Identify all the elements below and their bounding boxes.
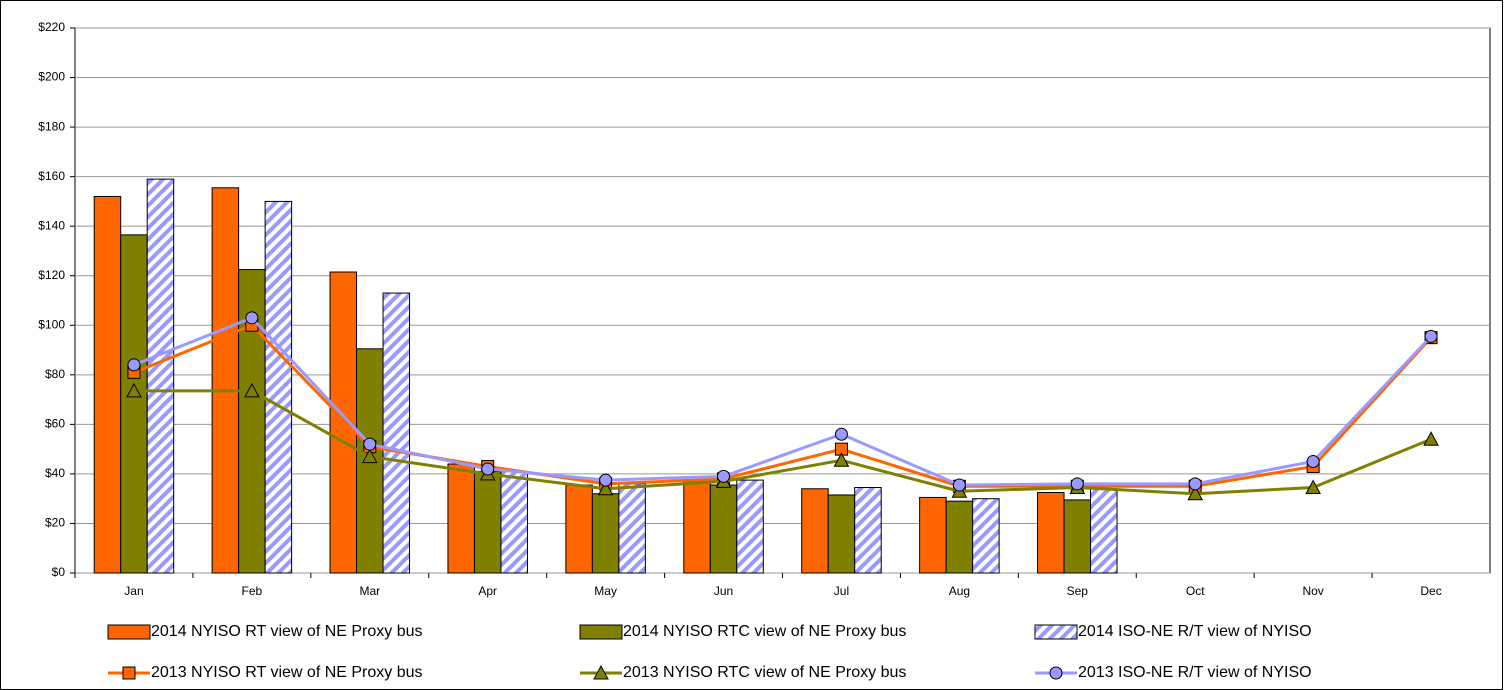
plot-area (74, 27, 1491, 574)
x-tick-label: Mar (359, 584, 380, 598)
bar (382, 292, 411, 574)
legend-label: 2014 NYISO RT view of NE Proxy bus (151, 623, 423, 640)
x-tick-label: Aug (949, 584, 970, 598)
legend-label: 2014 NYISO RTC view of NE Proxy bus (623, 623, 906, 640)
line (133, 323, 1433, 488)
line-marker (717, 469, 731, 483)
line-marker (245, 311, 259, 325)
line-marker (833, 452, 850, 467)
bar (683, 480, 711, 574)
bar (945, 500, 974, 574)
y-tick-label: $100 (38, 317, 65, 331)
line-marker (599, 473, 613, 487)
bar (264, 200, 293, 574)
x-tick-label: Feb (242, 584, 263, 598)
legend-marker (593, 664, 609, 680)
legend-label: 2013 NYISO RTC view of NE Proxy bus (623, 664, 906, 681)
line-marker (126, 382, 142, 398)
line-marker (361, 448, 378, 464)
y-tick-label: $160 (38, 169, 65, 183)
line-marker (1070, 477, 1084, 491)
y-tick-label: $40 (45, 466, 65, 480)
bar (565, 484, 593, 574)
line-marker (834, 427, 848, 441)
y-tick-label: $60 (45, 417, 65, 431)
legend-swatch (1034, 624, 1078, 640)
legend-swatch (579, 624, 623, 640)
bar (146, 178, 175, 574)
legend-label: 2014 ISO-NE R/T view of NYISO (1078, 623, 1312, 640)
y-tick-label: $20 (45, 516, 65, 530)
bar (827, 494, 856, 574)
x-tick-label: Jun (714, 584, 733, 598)
bar (447, 463, 475, 574)
bar (709, 484, 738, 574)
bar (972, 498, 1000, 574)
bar (1090, 488, 1118, 574)
legend-marker (122, 666, 136, 680)
line-marker (481, 462, 495, 476)
legend-swatch (107, 624, 151, 640)
y-tick-label: $80 (45, 367, 65, 381)
line-marker (1188, 477, 1202, 491)
y-tick-label: $120 (38, 268, 65, 282)
y-tick-label: $220 (38, 20, 65, 34)
bar (329, 271, 358, 574)
y-tick-label: $0 (52, 565, 66, 579)
x-tick-label: Jul (834, 584, 849, 598)
bar (500, 470, 528, 574)
y-tick-label: $140 (38, 218, 65, 232)
x-tick-label: Oct (1186, 584, 1205, 598)
bar (618, 483, 646, 574)
x-tick-label: Jan (124, 584, 143, 598)
line-marker (1187, 485, 1204, 501)
line-marker (1424, 329, 1438, 343)
line (133, 316, 1433, 487)
bar (919, 496, 947, 574)
bar (591, 493, 620, 574)
x-tick-label: Dec (1420, 584, 1441, 598)
bar (736, 479, 764, 574)
legend-marker (1049, 666, 1063, 680)
line-marker (597, 480, 614, 496)
y-tick-label: $180 (38, 119, 65, 133)
y-tick-label: $200 (38, 70, 65, 84)
bar (801, 488, 829, 574)
line-marker (1305, 479, 1321, 495)
line-marker (363, 437, 377, 451)
line-marker (1306, 455, 1320, 469)
line-marker (952, 478, 966, 492)
bar (473, 470, 502, 574)
line-marker (244, 382, 260, 398)
x-tick-label: Apr (478, 584, 497, 598)
bar (211, 187, 240, 574)
line-marker (127, 358, 141, 372)
line (133, 389, 1432, 496)
x-tick-label: Nov (1302, 584, 1323, 598)
bar (93, 195, 122, 574)
bar (1063, 499, 1092, 574)
legend-label: 2013 ISO-NE R/T view of NYISO (1078, 664, 1312, 681)
legend-label: 2013 NYISO RT view of NE Proxy bus (151, 664, 423, 681)
x-tick-label: Sep (1067, 584, 1089, 598)
bar (120, 234, 148, 574)
bar (854, 487, 882, 574)
x-tick-label: May (594, 584, 617, 598)
bar (1037, 491, 1065, 574)
line-marker (1423, 431, 1439, 446)
